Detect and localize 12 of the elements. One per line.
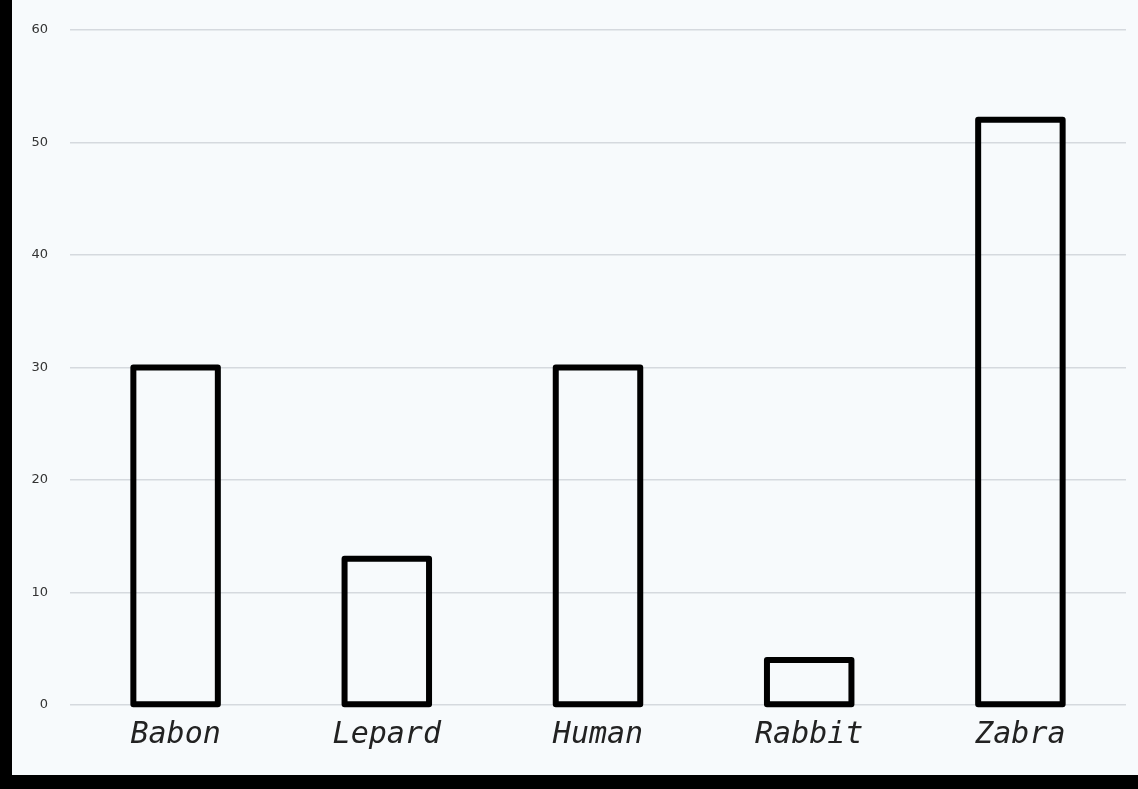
y-tick-label: 60 — [31, 21, 48, 37]
x-tick-label: Human — [551, 714, 644, 750]
x-tick-label: Lepard — [332, 714, 442, 750]
x-tick-label: Rabbit — [755, 714, 864, 750]
x-tick-label: Babon — [130, 714, 221, 750]
y-tick-label: 40 — [31, 246, 48, 262]
y-tick-label: 0 — [39, 696, 48, 712]
y-tick-label: 30 — [31, 358, 48, 374]
y-tick-label: 20 — [31, 471, 48, 487]
y-tick-label: 50 — [31, 133, 48, 149]
y-tick-label: 10 — [31, 583, 48, 599]
x-tick-label: Zabra — [974, 714, 1066, 750]
